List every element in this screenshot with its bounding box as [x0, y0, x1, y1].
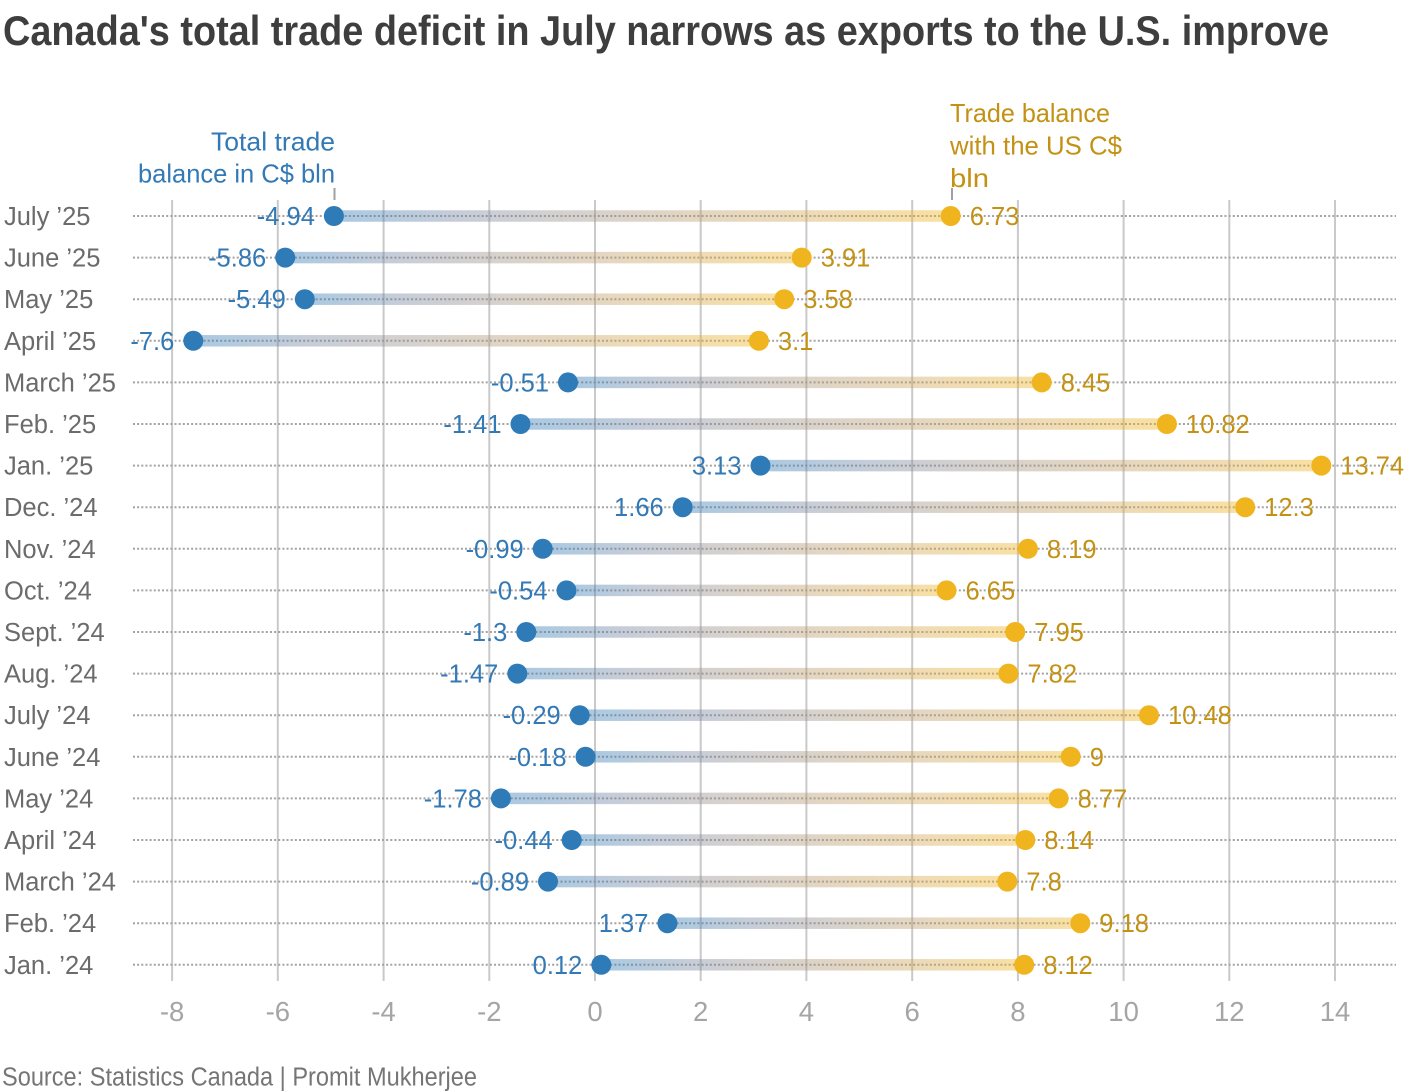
svg-text:April ’24: April ’24	[4, 827, 96, 855]
svg-text:Trade balance: Trade balance	[950, 98, 1110, 128]
svg-text:6.73: 6.73	[970, 203, 1020, 231]
svg-text:8: 8	[1010, 996, 1025, 1027]
svg-text:Sept. ’24: Sept. ’24	[4, 619, 105, 647]
svg-text:Source: Statistics Canada | Pr: Source: Statistics Canada | Promit Mukhe…	[2, 1064, 477, 1092]
svg-text:-7.6: -7.6	[130, 328, 174, 356]
svg-text:0: 0	[587, 996, 602, 1027]
svg-text:8.12: 8.12	[1043, 952, 1093, 980]
svg-text:7.95: 7.95	[1034, 619, 1084, 647]
svg-text:Feb. ’25: Feb. ’25	[4, 411, 96, 439]
svg-text:-0.44: -0.44	[495, 827, 553, 855]
svg-text:July ’25: July ’25	[4, 203, 90, 231]
svg-text:10.82: 10.82	[1186, 411, 1250, 439]
svg-text:June ’25: June ’25	[4, 245, 100, 273]
svg-text:bln: bln	[950, 163, 989, 193]
svg-text:-1.3: -1.3	[463, 619, 507, 647]
svg-text:14: 14	[1320, 996, 1351, 1027]
svg-text:-4.94: -4.94	[257, 203, 315, 231]
svg-text:3.1: 3.1	[778, 328, 813, 356]
svg-text:-1.78: -1.78	[424, 785, 482, 813]
svg-text:-0.89: -0.89	[471, 869, 529, 897]
svg-text:2: 2	[693, 996, 708, 1027]
svg-text:1.66: 1.66	[614, 494, 664, 522]
svg-text:-0.54: -0.54	[489, 577, 547, 605]
svg-text:9: 9	[1090, 744, 1104, 772]
svg-text:May ’24: May ’24	[4, 785, 93, 813]
svg-text:13.74: 13.74	[1340, 453, 1404, 481]
svg-text:Feb. ’24: Feb. ’24	[4, 910, 96, 938]
svg-text:Nov. ’24: Nov. ’24	[4, 536, 96, 564]
svg-text:-0.18: -0.18	[508, 744, 566, 772]
svg-text:4: 4	[799, 996, 814, 1027]
svg-text:-1.47: -1.47	[440, 661, 498, 689]
svg-text:12: 12	[1214, 996, 1245, 1027]
svg-text:3.58: 3.58	[803, 286, 853, 314]
svg-text:3.13: 3.13	[692, 453, 742, 481]
svg-text:Jan. ’24: Jan. ’24	[4, 952, 93, 980]
svg-text:-0.99: -0.99	[466, 536, 524, 564]
svg-text:May ’25: May ’25	[4, 286, 93, 314]
svg-text:-1.41: -1.41	[443, 411, 501, 439]
svg-text:Dec. ’24: Dec. ’24	[4, 494, 98, 522]
svg-text:8.77: 8.77	[1078, 785, 1128, 813]
svg-text:9.18: 9.18	[1099, 910, 1149, 938]
svg-text:-6: -6	[266, 996, 290, 1027]
svg-text:July ’24: July ’24	[4, 702, 90, 730]
svg-text:-2: -2	[477, 996, 501, 1027]
svg-text:-0.51: -0.51	[491, 369, 549, 397]
svg-text:Total trade: Total trade	[211, 127, 335, 157]
svg-text:8.19: 8.19	[1047, 536, 1097, 564]
svg-text:April ’25: April ’25	[4, 328, 96, 356]
svg-text:7.8: 7.8	[1026, 869, 1061, 897]
svg-text:7.82: 7.82	[1027, 661, 1077, 689]
svg-text:-0.29: -0.29	[503, 702, 561, 730]
svg-text:0.12: 0.12	[533, 952, 583, 980]
svg-text:12.3: 12.3	[1264, 494, 1314, 522]
svg-text:March ’25: March ’25	[4, 369, 116, 397]
svg-text:8.45: 8.45	[1061, 369, 1111, 397]
svg-text:with the US C$: with the US C$	[949, 131, 1123, 161]
svg-text:10: 10	[1108, 996, 1139, 1027]
svg-text:Oct. ’24: Oct. ’24	[4, 577, 92, 605]
svg-text:Canada's total trade deficit i: Canada's total trade deficit in July nar…	[3, 7, 1329, 54]
svg-text:-8: -8	[160, 996, 184, 1027]
svg-text:-4: -4	[371, 996, 395, 1027]
svg-text:3.91: 3.91	[821, 245, 871, 273]
svg-text:1.37: 1.37	[599, 910, 649, 938]
svg-text:Jan. ’25: Jan. ’25	[4, 453, 93, 481]
svg-text:-5.49: -5.49	[228, 286, 286, 314]
svg-text:6.65: 6.65	[966, 577, 1016, 605]
svg-text:June ’24: June ’24	[4, 744, 100, 772]
svg-text:10.48: 10.48	[1168, 702, 1232, 730]
svg-text:8.14: 8.14	[1044, 827, 1094, 855]
svg-text:balance in C$ bln: balance in C$ bln	[138, 159, 335, 189]
svg-text:-5.86: -5.86	[208, 245, 266, 273]
svg-text:March ’24: March ’24	[4, 869, 116, 897]
svg-text:6: 6	[905, 996, 920, 1027]
svg-text:Aug. ’24: Aug. ’24	[4, 661, 98, 689]
